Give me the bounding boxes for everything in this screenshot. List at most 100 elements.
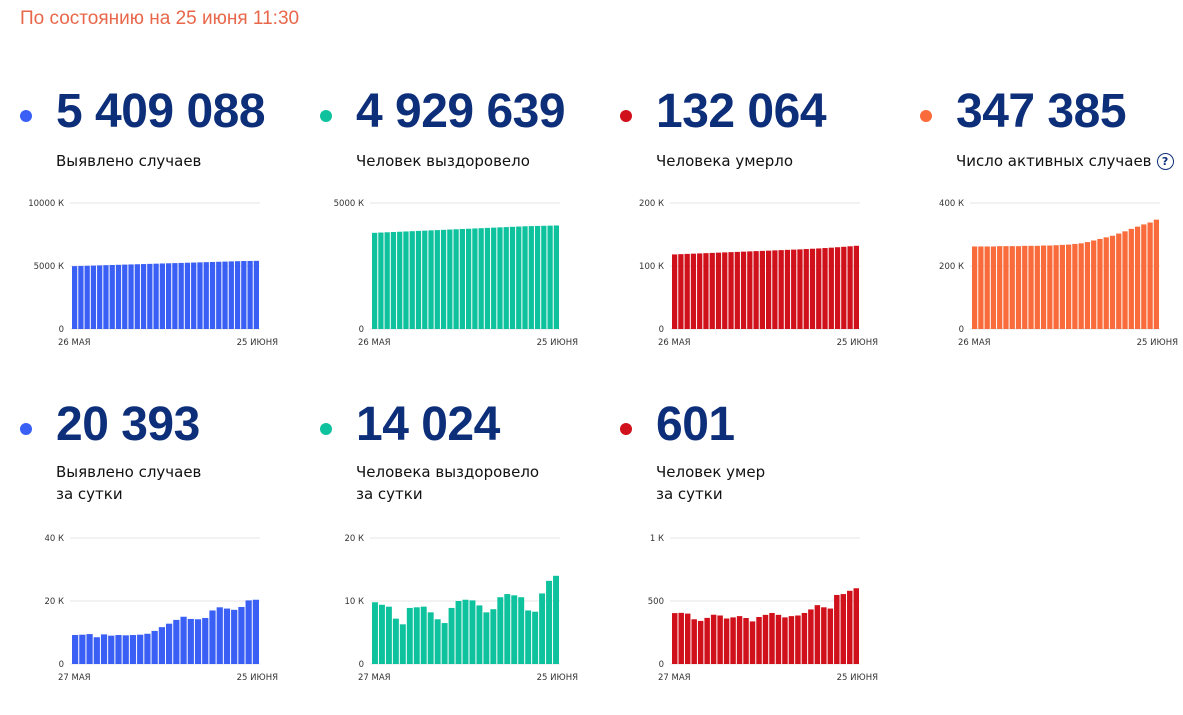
chart-bar[interactable] xyxy=(509,226,516,329)
chart-bar[interactable] xyxy=(434,230,440,329)
chart-bar[interactable] xyxy=(503,227,509,329)
chart-bar[interactable] xyxy=(784,249,791,329)
chart-bar[interactable] xyxy=(231,609,238,664)
chart-bar[interactable] xyxy=(151,630,158,664)
chart-bar[interactable] xyxy=(1003,246,1009,329)
chart-bar[interactable] xyxy=(808,609,814,664)
chart-bar[interactable] xyxy=(710,614,717,664)
chart-bar[interactable] xyxy=(684,613,691,664)
chart-bar[interactable] xyxy=(828,247,834,329)
chart-bar[interactable] xyxy=(172,263,178,329)
chart-bar[interactable] xyxy=(788,616,795,664)
chart-bar[interactable] xyxy=(428,230,434,329)
chart-bar[interactable] xyxy=(791,249,797,329)
chart-bar[interactable] xyxy=(399,624,406,664)
chart-bar[interactable] xyxy=(447,229,453,329)
chart-bar[interactable] xyxy=(455,601,462,664)
chart-bar[interactable] xyxy=(730,617,736,664)
chart-bar[interactable] xyxy=(847,246,853,329)
chart-bar[interactable] xyxy=(678,254,684,329)
chart-bar[interactable] xyxy=(93,637,100,664)
chart-bar[interactable] xyxy=(511,595,518,664)
chart-bar[interactable] xyxy=(1009,246,1015,329)
chart-bar[interactable] xyxy=(1053,245,1059,329)
chart-bar[interactable] xyxy=(469,600,476,664)
chart-bar[interactable] xyxy=(90,265,97,329)
chart-bar[interactable] xyxy=(1034,245,1040,329)
chart-bar[interactable] xyxy=(1134,226,1141,330)
chart-bar[interactable] xyxy=(491,227,497,329)
chart-bar[interactable] xyxy=(484,227,491,329)
chart-bar[interactable] xyxy=(782,617,788,664)
chart-bar[interactable] xyxy=(1141,224,1147,329)
chart-bar[interactable] xyxy=(153,263,159,329)
chart-bar[interactable] xyxy=(1078,243,1084,329)
chart-bar[interactable] xyxy=(772,250,778,329)
chart-bar[interactable] xyxy=(122,635,129,664)
chart-bar[interactable] xyxy=(441,623,448,664)
chart-bar[interactable] xyxy=(723,618,730,664)
chart-bar[interactable] xyxy=(103,265,109,329)
chart-bar[interactable] xyxy=(736,616,743,664)
chart-bar[interactable] xyxy=(816,248,822,329)
chart-bar[interactable] xyxy=(795,615,801,664)
chart-bar[interactable] xyxy=(1103,237,1109,329)
chart-bar[interactable] xyxy=(759,250,765,329)
chart-bar[interactable] xyxy=(84,265,90,329)
chart-bar[interactable] xyxy=(809,248,816,329)
chart-bar[interactable] xyxy=(453,229,459,329)
chart-bar[interactable] xyxy=(553,225,559,329)
chart-bar[interactable] xyxy=(466,228,472,329)
chart-bar[interactable] xyxy=(1047,245,1053,329)
chart-bar[interactable] xyxy=(115,264,122,329)
chart-bar[interactable] xyxy=(134,264,140,329)
chart-bar[interactable] xyxy=(678,612,684,664)
chart-bar[interactable] xyxy=(252,599,259,664)
chart-bar[interactable] xyxy=(129,635,137,664)
chart-bar[interactable] xyxy=(459,229,465,329)
chart-bar[interactable] xyxy=(1066,244,1072,329)
chart-bar[interactable] xyxy=(547,225,553,329)
chart-bar[interactable] xyxy=(241,261,247,329)
chart-bar[interactable] xyxy=(504,594,511,664)
chart-bar[interactable] xyxy=(1015,246,1022,329)
chart-bar[interactable] xyxy=(1147,222,1153,329)
chart-bar[interactable] xyxy=(245,600,252,664)
chart-bar[interactable] xyxy=(1040,245,1047,329)
chart-bar[interactable] xyxy=(797,249,803,329)
chart-bar[interactable] xyxy=(1091,240,1097,329)
chart-bar[interactable] xyxy=(1084,242,1091,329)
chart-bar[interactable] xyxy=(1059,244,1065,329)
chart-bar[interactable] xyxy=(847,590,853,664)
chart-bar[interactable] xyxy=(840,594,847,664)
chart-bar[interactable] xyxy=(717,615,723,664)
chart-bar[interactable] xyxy=(762,614,769,664)
chart-bar[interactable] xyxy=(743,618,749,664)
chart-bar[interactable] xyxy=(704,617,710,664)
chart-bar[interactable] xyxy=(1109,235,1116,329)
chart-bar[interactable] xyxy=(247,260,253,329)
chart-bar[interactable] xyxy=(1097,238,1103,329)
chart-bar[interactable] xyxy=(115,635,122,664)
chart-bar[interactable] xyxy=(216,607,223,664)
chart-bar[interactable] xyxy=(209,610,216,664)
chart-bar[interactable] xyxy=(397,231,403,329)
chart-bar[interactable] xyxy=(697,620,704,664)
chart-bar[interactable] xyxy=(462,599,469,664)
chart-bar[interactable] xyxy=(684,253,690,329)
chart-bar[interactable] xyxy=(147,263,153,329)
chart-bar[interactable] xyxy=(385,606,392,664)
chart-bar[interactable] xyxy=(109,264,115,329)
chart-bar[interactable] xyxy=(420,606,427,664)
chart-bar[interactable] xyxy=(541,225,547,329)
chart-bar[interactable] xyxy=(78,265,84,329)
chart-bar[interactable] xyxy=(984,246,990,329)
chart-bar[interactable] xyxy=(422,230,428,329)
chart-bar[interactable] xyxy=(222,261,228,329)
chart-bar[interactable] xyxy=(159,263,165,329)
chart-bar[interactable] xyxy=(853,245,859,329)
chart-bar[interactable] xyxy=(184,262,191,329)
chart-bar[interactable] xyxy=(406,607,413,664)
chart-bar[interactable] xyxy=(140,264,147,329)
chart-bar[interactable] xyxy=(434,619,441,664)
